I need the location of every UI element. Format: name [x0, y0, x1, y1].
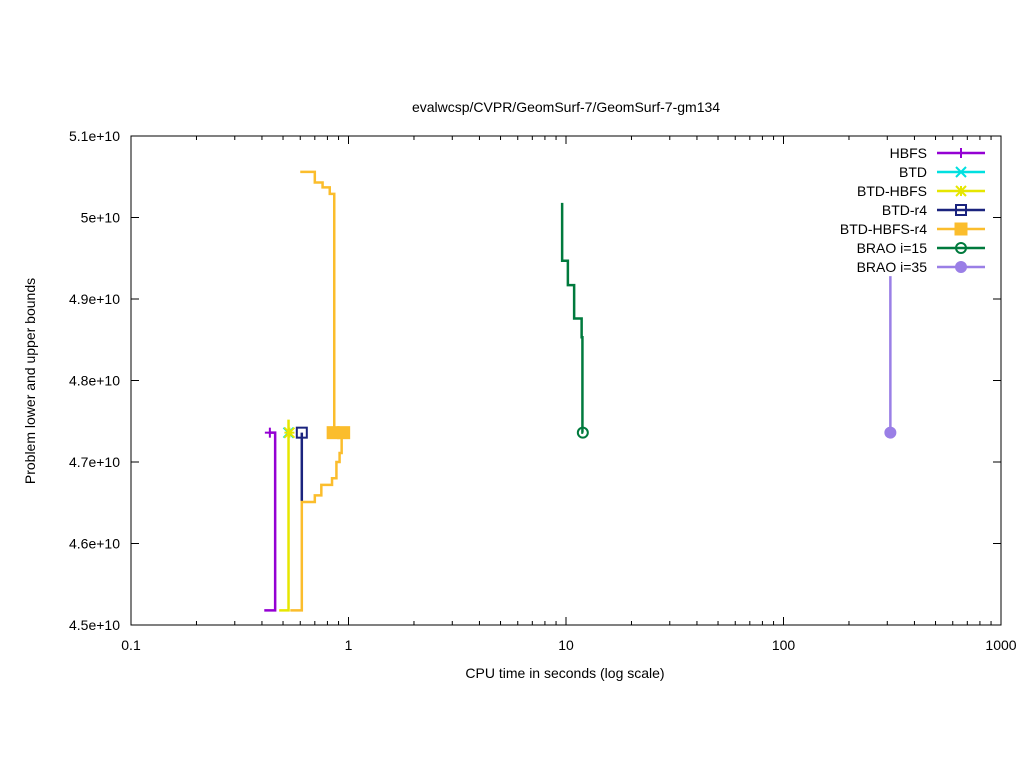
- legend-marker: [955, 261, 967, 273]
- legend-label: BTD-HBFS: [857, 183, 927, 199]
- marker-shape: [576, 426, 589, 439]
- legend-marker: [955, 242, 967, 254]
- series-line: [300, 170, 336, 433]
- legend-item: BRAO i=15: [857, 240, 985, 256]
- marker-shape: [295, 426, 308, 439]
- series-btd-r4: [295, 426, 308, 502]
- legend-item: BTD-HBFS: [857, 183, 985, 199]
- series-line: [290, 431, 346, 612]
- marker-shape: [955, 242, 967, 254]
- legend-marker: [955, 166, 967, 178]
- legend-item: BTD-HBFS-r4: [840, 221, 985, 237]
- x-tick-label: 0.1: [121, 637, 141, 653]
- marker-stroke: [955, 185, 967, 197]
- marker-shape: [337, 426, 351, 440]
- series-layer: [264, 170, 897, 612]
- series-line: [560, 202, 584, 434]
- legend-item: BTD: [899, 164, 985, 180]
- data-point: [283, 426, 296, 439]
- y-tick-label: 4.5e+10: [69, 617, 120, 633]
- legend-marker: [956, 148, 966, 158]
- series-btd-hbfs-r4: [290, 170, 351, 612]
- marker-shape: [955, 261, 967, 273]
- legend-item: BTD-r4: [882, 202, 985, 218]
- y-tick-label: 4.7e+10: [69, 454, 120, 470]
- legend-label: BTD: [899, 164, 927, 180]
- y-tick-label: 5e+10: [81, 210, 121, 226]
- marker-stroke: [955, 166, 967, 178]
- x-tick-label: 100: [772, 637, 796, 653]
- y-tick-label: 4.8e+10: [69, 373, 120, 389]
- series-hbfs: [264, 427, 277, 612]
- y-tick-label: 4.6e+10: [69, 536, 120, 552]
- legend-label: BTD-HBFS-r4: [840, 221, 927, 237]
- legend-label: HBFS: [890, 145, 927, 161]
- y-axis-ticks: 4.5e+10 4.6e+10 4.7e+10 4.8e+10 4.9e+10 5e+10…: [69, 128, 1001, 633]
- series-line: [279, 419, 290, 612]
- data-point: [337, 426, 351, 440]
- data-point: [295, 426, 308, 439]
- data-point: [576, 426, 589, 439]
- marker-stroke: [283, 426, 296, 439]
- series-btd-hbfs: [279, 419, 296, 612]
- data-point: [884, 426, 897, 439]
- x-axis-label: CPU time in seconds (log scale): [465, 665, 664, 681]
- legend: HBFS BTD BTD-HBFS BTD-r4 BTD-HBFS-r4 BRAO i=1…: [840, 145, 985, 275]
- x-axis-ticks: 0.1 1 10 100 1000: [121, 136, 1017, 653]
- marker-shape: [884, 426, 897, 439]
- marker-shape: [954, 222, 968, 236]
- x-tick-label: 1000: [985, 637, 1016, 653]
- y-tick-label: 4.9e+10: [69, 291, 120, 307]
- legend-item: BRAO i=35: [857, 259, 985, 275]
- legend-label: BRAO i=35: [857, 259, 928, 275]
- chart-title: evalwcsp/CVPR/GeomSurf-7/GeomSurf-7-gm13…: [412, 99, 720, 115]
- legend-label: BRAO i=15: [857, 240, 928, 256]
- legend-marker: [954, 222, 968, 236]
- plot-frame: [130, 135, 1002, 626]
- legend-item: HBFS: [890, 145, 985, 161]
- series-brao-i-15: [560, 202, 589, 439]
- legend-marker: [955, 185, 967, 197]
- legend-marker: [955, 204, 967, 216]
- legend-label: BTD-r4: [882, 202, 927, 218]
- y-tick-label: 5.1e+10: [69, 128, 120, 144]
- data-point: [264, 427, 275, 438]
- x-tick-label: 10: [558, 637, 574, 653]
- y-axis-label: Problem lower and upper bounds: [22, 278, 38, 484]
- series-brao-i-35: [884, 276, 897, 439]
- marker-shape: [955, 204, 967, 216]
- series-line: [264, 431, 277, 612]
- x-tick-label: 1: [345, 637, 353, 653]
